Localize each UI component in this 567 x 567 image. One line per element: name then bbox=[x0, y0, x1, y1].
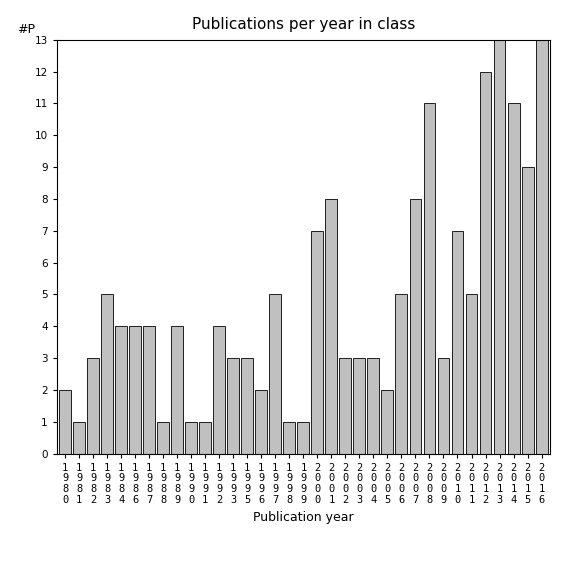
Bar bbox=[171, 326, 183, 454]
X-axis label: Publication year: Publication year bbox=[253, 510, 354, 523]
Bar bbox=[382, 390, 393, 454]
Bar bbox=[255, 390, 267, 454]
Bar bbox=[466, 294, 477, 454]
Bar bbox=[143, 326, 155, 454]
Bar bbox=[480, 71, 492, 454]
Bar bbox=[396, 294, 408, 454]
Bar bbox=[325, 199, 337, 454]
Bar bbox=[311, 231, 323, 454]
Bar bbox=[157, 422, 169, 454]
Bar bbox=[451, 231, 463, 454]
Bar bbox=[536, 40, 548, 454]
Bar bbox=[129, 326, 141, 454]
Bar bbox=[424, 103, 435, 454]
Bar bbox=[353, 358, 365, 454]
Bar bbox=[101, 294, 113, 454]
Bar bbox=[242, 358, 253, 454]
Text: #P: #P bbox=[17, 23, 35, 36]
Bar bbox=[438, 358, 450, 454]
Bar bbox=[340, 358, 352, 454]
Bar bbox=[507, 103, 519, 454]
Bar bbox=[59, 390, 71, 454]
Bar bbox=[227, 358, 239, 454]
Bar bbox=[269, 294, 281, 454]
Bar bbox=[367, 358, 379, 454]
Title: Publications per year in class: Publications per year in class bbox=[192, 16, 415, 32]
Bar bbox=[199, 422, 211, 454]
Bar bbox=[409, 199, 421, 454]
Bar bbox=[185, 422, 197, 454]
Bar bbox=[73, 422, 85, 454]
Bar bbox=[284, 422, 295, 454]
Bar bbox=[87, 358, 99, 454]
Bar bbox=[522, 167, 534, 454]
Bar bbox=[115, 326, 127, 454]
Bar bbox=[297, 422, 310, 454]
Bar bbox=[213, 326, 225, 454]
Bar bbox=[494, 40, 506, 454]
